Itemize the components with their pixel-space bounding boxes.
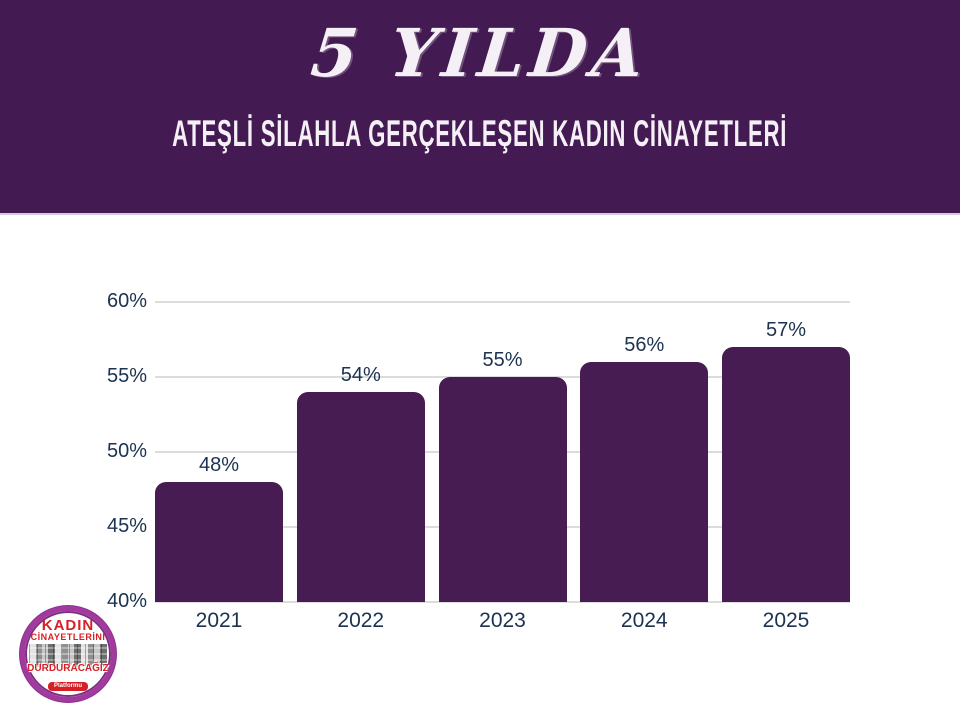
header-banner: 5 YILDA ATEŞLİ SİLAHLA GERÇEKLEŞEN KADIN… [0,0,960,215]
faces-collage-image [29,643,107,667]
bar-2025 [722,347,850,602]
y-axis-tick-label: 40% [106,590,147,612]
y-axis-tick-label: 60% [106,290,147,312]
bar-value-label: 56% [624,334,665,356]
x-axis-category-label: 2021 [195,609,243,632]
bar-value-label: 55% [482,349,523,371]
bar-2024 [580,362,709,602]
bar-2023 [438,377,567,602]
bar-value-label: 48% [198,454,240,476]
gridline-40 [155,601,850,603]
y-axis-tick-label: 50% [106,440,147,462]
bar-value-label: 57% [765,319,807,341]
gridline-60 [155,301,850,303]
logo-text-cinayetlerini: CİNAYETLERİNİ [30,632,106,642]
logo-text-kadin: KADIN [41,617,95,634]
platform-logo: KADIN CİNAYETLERİNİ DURDURACAĞIZ Platfor… [20,606,116,702]
y-axis-tick-label: 45% [106,515,147,537]
x-axis-category-label: 2022 [337,609,385,632]
x-axis-category-label: 2025 [762,609,810,632]
y-axis-tick-label: 55% [106,365,147,387]
x-axis-category-label: 2023 [479,609,526,632]
logo-text-platformu: Platformu [47,681,88,692]
bar-value-label: 54% [340,364,381,386]
bar-2021 [155,482,283,602]
bar-2022 [296,392,425,602]
page-subtitle: ATEŞLİ SİLAHLA GERÇEKLEŞEN KADIN CİNAYET… [172,113,788,155]
logo-text-durduracagiz: DURDURACAĞIZ [27,662,109,674]
x-axis-category-label: 2024 [620,609,668,632]
